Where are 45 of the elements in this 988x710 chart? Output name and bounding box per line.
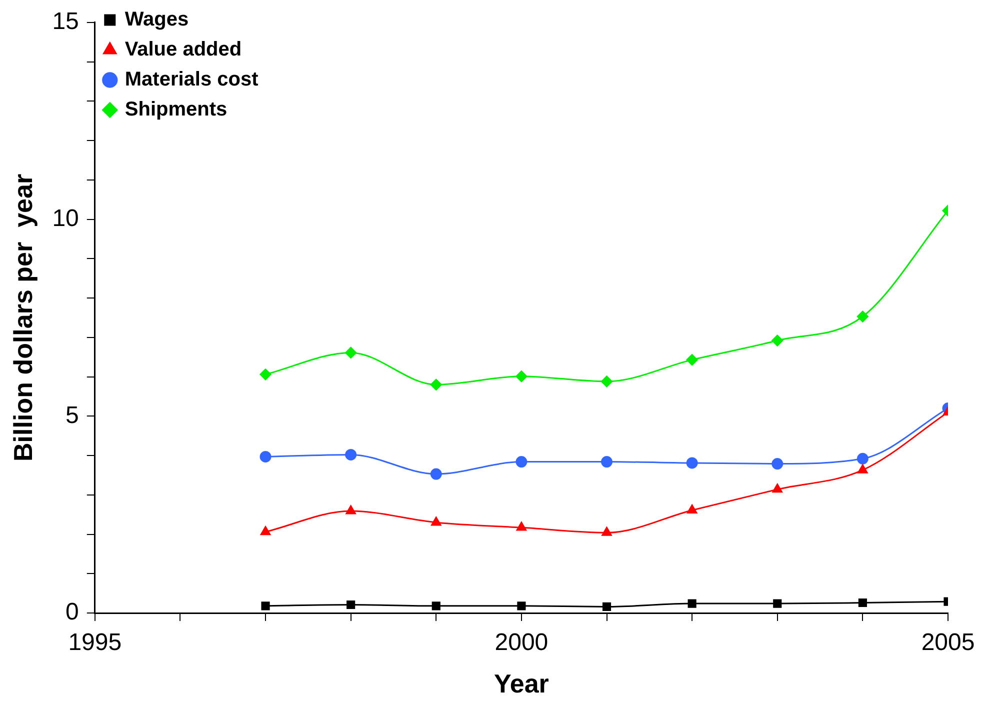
- point: [858, 464, 868, 474]
- point: [260, 368, 272, 380]
- point: [686, 504, 698, 514]
- x-tick-label: 2005: [921, 629, 975, 656]
- point: [602, 526, 612, 536]
- point: [601, 376, 613, 388]
- point: [260, 526, 271, 536]
- y-axis-title: Billion dollars per year: [8, 174, 38, 462]
- point: [772, 458, 784, 470]
- y-tick-label: 10: [52, 204, 79, 232]
- x-tick-label: 2000: [494, 629, 548, 656]
- point: [856, 452, 868, 464]
- y-tick-label: 5: [66, 402, 79, 429]
- x-axis-title: Year: [494, 668, 549, 699]
- y-tick-label: 15: [52, 8, 79, 36]
- point: [345, 448, 357, 460]
- point: [602, 602, 612, 611]
- point: [858, 598, 867, 608]
- point: [345, 346, 357, 358]
- legend-label: Wages: [124, 8, 189, 31]
- point: [772, 484, 782, 493]
- point: [686, 354, 698, 366]
- legend-label: Materials cost: [124, 68, 259, 91]
- point: [516, 370, 528, 382]
- point: [517, 602, 526, 610]
- point: [430, 468, 442, 480]
- point: [686, 457, 698, 469]
- point: [516, 456, 528, 468]
- point: [261, 602, 270, 610]
- point: [516, 522, 527, 531]
- y-tick-label: 0: [66, 598, 79, 626]
- point: [688, 599, 696, 608]
- point: [432, 602, 440, 610]
- point: [431, 516, 442, 526]
- point: [601, 456, 613, 468]
- point: [856, 310, 868, 322]
- point: [346, 600, 356, 610]
- legend-label: Shipments: [124, 98, 228, 121]
- point: [346, 505, 356, 514]
- point: [773, 599, 782, 608]
- legend-label: Value added: [124, 38, 242, 61]
- x-tick-label: 1995: [68, 629, 122, 656]
- point: [260, 450, 272, 462]
- point: [772, 334, 784, 346]
- point: [430, 378, 442, 390]
